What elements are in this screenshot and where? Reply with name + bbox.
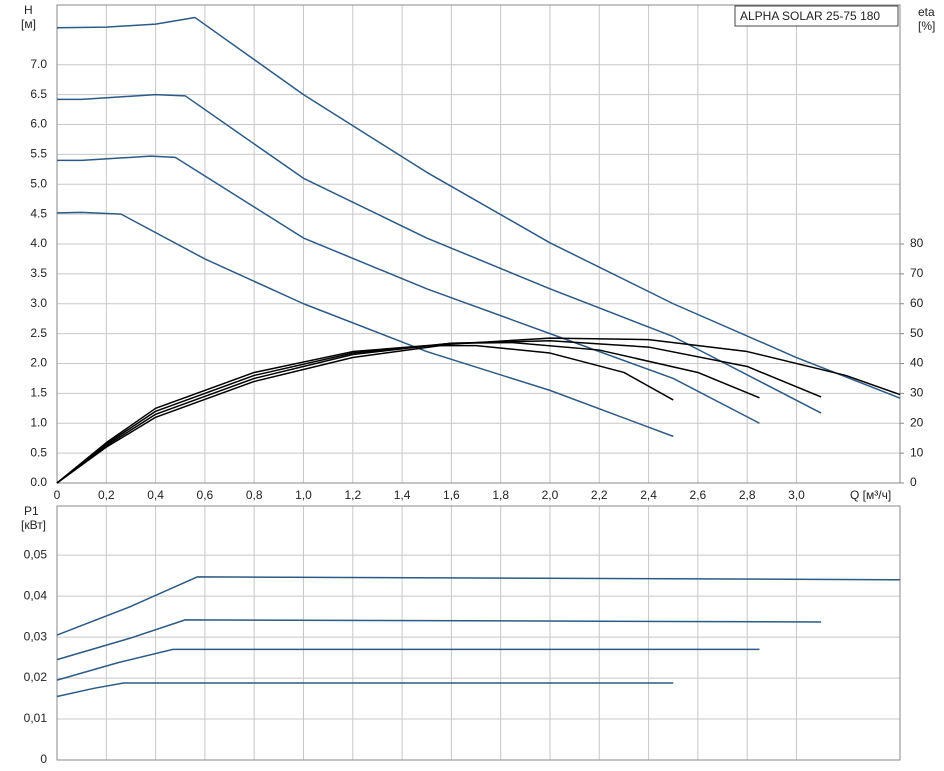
- y-tick-label: 1.5: [30, 386, 47, 400]
- x-tick-label: 0: [54, 488, 61, 502]
- y-axis-label: P1: [24, 504, 39, 518]
- curve: [56, 211, 674, 438]
- y2-axis-unit: [%]: [918, 19, 935, 33]
- x-tick-label: 3,0: [788, 488, 805, 502]
- x-tick-label: 1,4: [394, 488, 411, 502]
- x-tick-label: 2,8: [739, 488, 756, 502]
- y2-tick-label: 20: [910, 415, 924, 429]
- x-tick-label: 0,8: [246, 488, 263, 502]
- y-tick-label: 5.5: [30, 147, 47, 161]
- x-tick-label: 0,6: [197, 488, 214, 502]
- curve: [57, 93, 822, 414]
- curve: [56, 648, 760, 681]
- y2-tick-label: 30: [910, 386, 924, 400]
- y-tick-label: 6.0: [30, 117, 47, 131]
- x-tick-label: 1,2: [344, 488, 361, 502]
- plot-frame: [56, 4, 901, 484]
- y-tick-label: 3.5: [30, 266, 47, 280]
- y2-tick-label: 10: [910, 445, 924, 459]
- y-tick-label: 7.0: [30, 57, 47, 71]
- y-tick-label: 0.5: [30, 445, 47, 459]
- curve: [57, 155, 760, 424]
- x-tick-label: 1,0: [295, 488, 312, 502]
- y-tick-label: 5.0: [30, 176, 47, 190]
- y2-tick-label: 70: [910, 266, 924, 280]
- y-tick-label: 0.0: [30, 475, 47, 489]
- y2-tick-label: 80: [910, 236, 924, 250]
- plot-area: [57, 506, 900, 760]
- y-axis-label: H: [24, 3, 33, 17]
- x-axis-label: Q [м³/ч]: [850, 488, 891, 502]
- y-tick-label: 3.0: [30, 296, 47, 310]
- curve: [56, 344, 674, 484]
- x-tick-label: 2,2: [591, 488, 608, 502]
- y-tick-label: 0,05: [24, 547, 48, 561]
- plot-frame: [56, 505, 901, 761]
- y2-tick-label: 60: [910, 296, 924, 310]
- x-tick-label: 2,6: [690, 488, 707, 502]
- x-tick-label: 2,0: [542, 488, 559, 502]
- x-tick-label: 1,6: [443, 488, 460, 502]
- curve: [56, 337, 901, 484]
- curve: [56, 576, 901, 636]
- chart-title: ALPHA SOLAR 25-75 180: [740, 9, 880, 23]
- y-tick-label: 0: [40, 752, 47, 766]
- y2-axis-label: eta: [918, 5, 935, 19]
- y-tick-label: 0,01: [24, 711, 48, 725]
- x-tick-label: 0,4: [147, 488, 164, 502]
- x-tick-label: 0,2: [98, 488, 115, 502]
- y-tick-label: 0,04: [24, 588, 48, 602]
- y2-tick-label: 0: [910, 475, 917, 489]
- curve: [56, 619, 822, 661]
- title-box: [734, 5, 899, 27]
- y-axis-unit: [кВт]: [21, 518, 46, 532]
- y-axis-unit: [м]: [21, 17, 36, 31]
- y-tick-label: 4.0: [30, 236, 47, 250]
- y-tick-label: 6.5: [30, 87, 47, 101]
- y-tick-label: 2.0: [30, 356, 47, 370]
- y-tick-label: 1.0: [30, 415, 47, 429]
- y-tick-label: 0,03: [24, 629, 48, 643]
- y2-tick-label: 40: [910, 356, 924, 370]
- y-tick-label: 4.5: [30, 206, 47, 220]
- curve: [56, 16, 901, 399]
- curve: [56, 682, 674, 698]
- y-tick-label: 0,02: [24, 670, 48, 684]
- x-tick-label: 1,8: [492, 488, 509, 502]
- y2-tick-label: 50: [910, 326, 924, 340]
- y-tick-label: 2.5: [30, 326, 47, 340]
- x-tick-label: 2,4: [640, 488, 657, 502]
